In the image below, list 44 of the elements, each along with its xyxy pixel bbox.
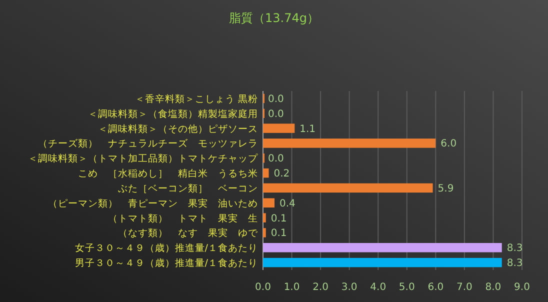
data-label: 0.0	[268, 94, 284, 105]
x-tick-label: 2.0	[312, 282, 329, 293]
y-tick-label: ＜調味料類＞（トマト加工品類）トマトケチャップ	[28, 152, 259, 165]
bar	[263, 243, 502, 252]
x-tick-label: 0.0	[255, 282, 271, 293]
y-tick-label: こめ ［水稲めし］ 精白米 うるち米	[78, 168, 258, 180]
data-label: 8.3	[506, 258, 523, 270]
bar	[263, 258, 502, 268]
data-label: 0.1	[270, 228, 287, 240]
data-label: 5.9	[438, 183, 454, 194]
x-tick-label: 8.0	[485, 282, 502, 293]
chart-title: 脂質（13.74g）	[229, 11, 319, 25]
y-tick-label: 男子３０～４９（歳）推進量/１食あたり	[74, 257, 258, 270]
x-tick-label: 4.0	[370, 282, 386, 293]
bar	[263, 228, 266, 238]
data-label: 0.1	[270, 213, 287, 224]
data-label: 0.0	[268, 108, 284, 120]
data-label: 8.3	[506, 243, 523, 254]
bar	[263, 198, 275, 208]
data-label: 1.1	[300, 124, 316, 135]
bar	[263, 213, 266, 222]
x-tick-label: 5.0	[398, 282, 415, 293]
x-tick-label: 6.0	[428, 282, 444, 293]
y-tick-label: ＜調味料類＞（その他）ピザソース	[98, 122, 258, 135]
data-label: 6.0	[440, 138, 457, 150]
x-tick-label: 7.0	[456, 282, 472, 293]
y-tick-label: ぶた［ベーコン類］ ベーコン	[118, 182, 258, 194]
y-tick-label: （チーズ類） ナチュラルチーズ モッツァレラ	[38, 138, 258, 150]
x-tick-label: 3.0	[341, 282, 358, 293]
y-tick-label: （トマト類） トマト 果実 生	[108, 212, 258, 224]
y-tick-label: 女子３０～４９（歳）推進量/１食あたり	[74, 242, 258, 254]
y-tick-label: （ピーマン類） 青ピーマン 果実 油いため	[48, 197, 258, 210]
y-tick-label: ＜調味料類＞（食塩類）精製塩家庭用	[88, 108, 258, 120]
x-tick-label: 1.0	[284, 282, 300, 293]
y-tick-label: ＜香辛料類＞こしょう 黒粉	[134, 92, 258, 105]
data-label: 0.2	[274, 168, 290, 180]
x-tick-label: 9.0	[514, 282, 530, 293]
bar	[263, 183, 433, 193]
bar	[263, 168, 269, 178]
bar	[263, 138, 436, 148]
data-label: 0.4	[280, 198, 296, 210]
y-tick-label: （なす類） なす 果実 ゆで	[118, 227, 259, 240]
data-label: 0.0	[268, 154, 284, 165]
bar	[263, 124, 295, 133]
